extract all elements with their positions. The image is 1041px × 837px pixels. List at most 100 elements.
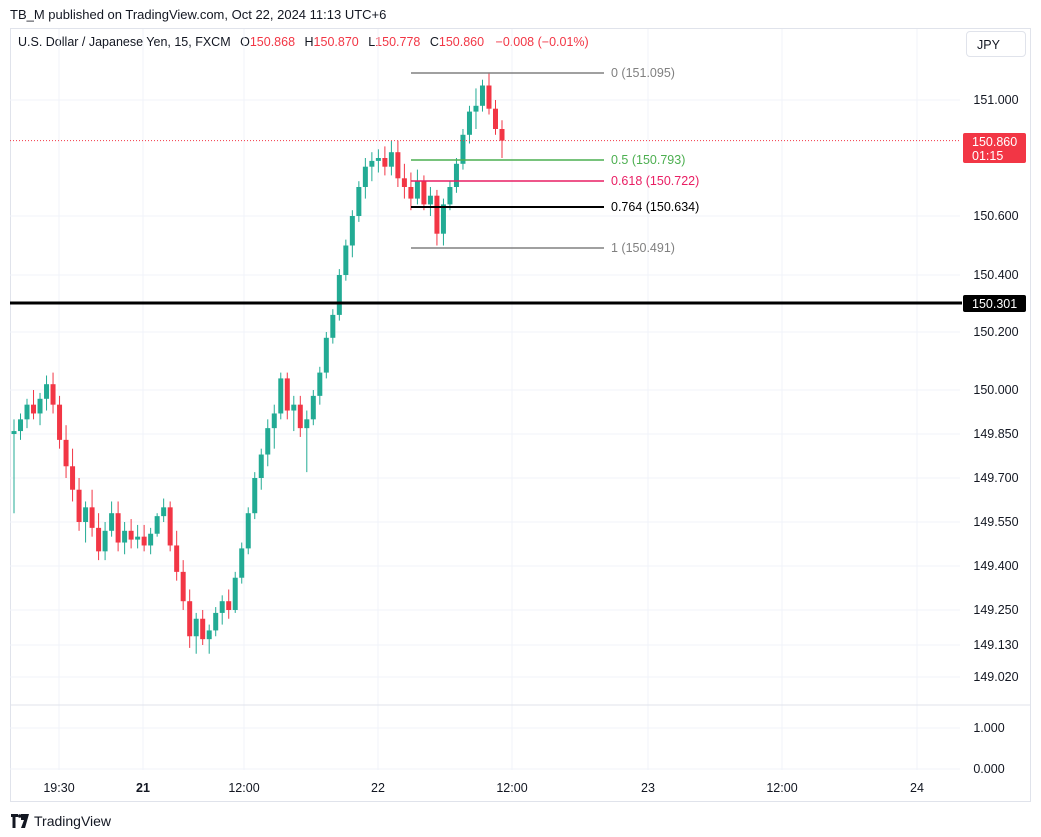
candle-body	[408, 187, 414, 199]
candle-body	[31, 404, 37, 414]
candle-body	[401, 178, 407, 187]
candle-body	[18, 419, 24, 432]
indicator-tick-label: 1.000	[973, 721, 1004, 735]
candle-body	[167, 507, 173, 546]
candle-body	[50, 384, 56, 405]
candle-body	[89, 507, 95, 528]
candle-body	[479, 85, 485, 106]
time-tick-label: 21	[136, 781, 150, 795]
candle-body	[265, 428, 271, 455]
indicator-pane-axis: 1.000 0.000	[973, 721, 1004, 776]
candle-body	[330, 314, 336, 338]
candle-body	[70, 466, 76, 490]
countdown-label: 01:15	[972, 149, 1003, 163]
time-tick-label: 12:00	[766, 781, 797, 795]
candle-body	[174, 545, 180, 572]
candle-body	[362, 166, 368, 187]
time-axis: 19:30 21 12:00 22 12:00 23 12:00 24	[43, 781, 924, 795]
candle-body	[310, 395, 316, 420]
indicator-tick-label: 0.000	[973, 762, 1004, 776]
candle-body	[466, 111, 472, 135]
open-label: O	[240, 35, 250, 49]
price-axis: 151.000 150.600 150.400 150.200 150.000 149.8…	[973, 93, 1018, 684]
candle-body	[219, 601, 225, 613]
candle-body	[492, 108, 498, 129]
candle-body	[278, 378, 284, 414]
symbol-name[interactable]: U.S. Dollar / Japanese Yen, 15, FXCM	[18, 35, 231, 49]
time-tick-label: 24	[910, 781, 924, 795]
candles	[10, 72, 960, 654]
time-tick-label: 12:00	[228, 781, 259, 795]
candle-body	[252, 478, 258, 514]
candle-body	[63, 439, 69, 467]
candle-body	[193, 618, 199, 637]
currency-button[interactable]: JPY	[966, 31, 1026, 57]
price-tick-label: 149.250	[973, 603, 1018, 617]
candle-body	[414, 181, 420, 199]
candle-body	[226, 601, 232, 610]
candle-body	[473, 105, 479, 112]
hline-price-badge	[963, 295, 1026, 312]
fib-level-label: 0.764 (150.634)	[611, 200, 699, 214]
candle-body	[382, 158, 388, 167]
low-label: L	[368, 35, 376, 49]
candle-body	[122, 530, 128, 543]
price-tick-label: 150.200	[973, 325, 1018, 339]
time-tick-label: 19:30	[43, 781, 74, 795]
tradingview-logo-icon	[11, 814, 29, 828]
candle-body	[239, 548, 245, 578]
candle-body	[440, 204, 446, 234]
candle-body	[232, 577, 238, 610]
candle-body	[460, 134, 466, 164]
candle-body	[297, 404, 303, 429]
candle-body	[44, 384, 50, 399]
candle-body	[83, 507, 89, 522]
candle-body	[11, 431, 17, 434]
candle-body	[128, 530, 134, 540]
close-label: C	[429, 35, 439, 49]
candle-body	[245, 513, 251, 549]
candle-body	[115, 513, 121, 543]
candle-body	[213, 612, 219, 631]
candle-body	[427, 195, 433, 205]
price-tick-label: 149.020	[973, 670, 1018, 684]
candle-body	[336, 275, 342, 315]
candle-body	[317, 372, 323, 396]
price-tick-label: 149.550	[973, 515, 1018, 529]
candle-body	[161, 507, 167, 517]
candle-body	[323, 337, 329, 373]
candle-body	[304, 419, 310, 429]
candle-body	[76, 489, 82, 522]
last-price-label: 150.860	[972, 135, 1017, 149]
candle-body	[395, 152, 401, 179]
chart-grid	[10, 29, 960, 770]
candle-body	[388, 152, 394, 167]
candle-body	[206, 630, 212, 640]
symbol-legend: U.S. Dollar / Japanese Yen, 15, FXCM O15…	[18, 35, 589, 49]
low-value: 150.778	[375, 35, 421, 49]
candle-body	[434, 195, 440, 234]
price-tick-label: 150.400	[973, 268, 1018, 282]
chart-frame	[10, 28, 1031, 802]
candle-body	[271, 413, 277, 429]
price-tick-label: 150.600	[973, 209, 1018, 223]
high-label: H	[304, 35, 314, 49]
candle-body	[284, 378, 290, 411]
time-tick-label: 12:00	[496, 781, 527, 795]
hline-price-label: 150.301	[972, 297, 1017, 311]
high-value: 150.870	[313, 35, 359, 49]
candle-body	[499, 129, 505, 141]
candle-body	[343, 245, 349, 275]
candle-body	[141, 536, 147, 546]
change-value: −0.008 (−0.01%)	[495, 35, 589, 49]
candle-body	[447, 187, 453, 205]
tradingview-brand[interactable]: TradingView	[34, 813, 112, 829]
publisher-line: TB_M published on TradingView.com, Oct 2…	[10, 7, 387, 22]
candle-body	[421, 181, 427, 205]
close-value: 150.860	[438, 35, 485, 49]
open-value: 150.868	[249, 35, 296, 49]
time-tick-label: 22	[371, 781, 385, 795]
candle-body	[180, 571, 186, 602]
